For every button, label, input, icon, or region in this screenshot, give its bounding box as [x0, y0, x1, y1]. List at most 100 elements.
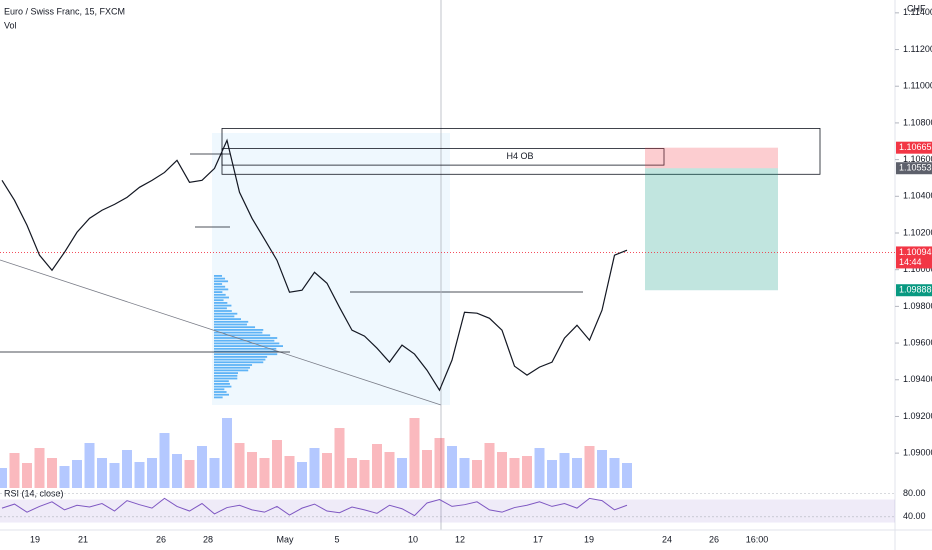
price-label: 1.10094	[899, 247, 932, 257]
volume-bar	[422, 450, 432, 488]
profile-bar	[214, 361, 264, 364]
profile-bar	[214, 285, 226, 288]
profile-bar	[214, 377, 238, 380]
x-tick-label: 21	[78, 534, 88, 544]
volume-bar	[72, 460, 82, 488]
y-tick-label: 1.09000	[903, 448, 932, 458]
volume-bar	[347, 458, 357, 488]
volume-bar	[497, 452, 507, 488]
volume-bar	[34, 448, 45, 488]
volume-bar	[622, 463, 632, 488]
volume-bar	[159, 433, 170, 488]
volume-bar	[447, 446, 457, 488]
profile-bar	[214, 380, 229, 383]
y-tick-label: 1.09200	[903, 411, 932, 421]
price-label-box	[896, 141, 932, 154]
price-label: 1.09888	[899, 285, 932, 295]
profile-bar	[214, 391, 227, 393]
volume-bar	[372, 444, 382, 488]
volume-bar	[134, 462, 145, 488]
volume-bar	[147, 458, 157, 488]
x-tick-label: 5	[334, 534, 339, 544]
x-tick-label: 28	[203, 534, 213, 544]
y-tick-label: 1.09400	[903, 374, 932, 384]
volume-bar	[247, 452, 257, 488]
x-tick-label: May	[276, 534, 294, 544]
profile-bar	[214, 302, 228, 304]
profile-bar	[214, 277, 226, 280]
profile-bar	[214, 312, 238, 315]
price-label: 1.10665	[899, 142, 932, 152]
volume-bar	[459, 458, 470, 488]
profile-bar	[214, 291, 223, 293]
profile-bar	[214, 372, 239, 374]
price-label-box	[896, 284, 932, 297]
profile-bar	[214, 342, 280, 345]
profile-bar	[214, 369, 249, 372]
profile-bar	[214, 307, 227, 310]
volume-title: Vol	[4, 20, 17, 30]
trend-line	[0, 259, 442, 406]
volume-bar	[597, 450, 607, 488]
volume-bar	[59, 466, 70, 488]
volume-bar	[322, 453, 332, 488]
profile-bar	[214, 383, 230, 385]
profile-bar	[214, 326, 256, 329]
volume-bar	[584, 446, 595, 488]
volume-bar	[272, 440, 282, 488]
profile-bar	[214, 293, 226, 296]
profile-bar	[214, 275, 223, 277]
x-tick-label: 26	[156, 534, 166, 544]
y-tick-label: 1.10400	[903, 191, 932, 201]
price-label-box	[896, 246, 932, 269]
volume-bar	[334, 428, 345, 488]
target-zone	[645, 168, 778, 291]
volume-bar	[522, 456, 532, 488]
rsi-tick-label: 40.00	[903, 511, 926, 521]
volume-bar	[97, 458, 107, 488]
volume-bar	[47, 458, 57, 488]
currency: CHF	[907, 3, 926, 13]
profile-bar	[214, 280, 229, 283]
stop-zone	[645, 147, 778, 169]
y-tick-label: 1.09600	[903, 337, 932, 347]
profile-bar	[214, 347, 277, 350]
volume-bar	[484, 443, 495, 488]
rsi-title: RSI (14, close)	[4, 488, 64, 498]
volume-bar	[609, 458, 620, 488]
volume-bar	[22, 463, 32, 488]
profile-bar	[214, 296, 230, 299]
profile-bar	[214, 356, 268, 358]
x-tick-label: 17	[533, 534, 543, 544]
y-tick-label: 1.10000	[903, 264, 932, 274]
y-tick-label: 1.11200	[903, 44, 932, 54]
y-tick-label: 1.10200	[903, 227, 932, 237]
x-tick-label: 16:00	[746, 534, 769, 544]
x-tick-label: 10	[408, 534, 418, 544]
x-tick-label: 19	[584, 534, 594, 544]
profile-bar	[214, 396, 223, 399]
y-tick-label: 1.10600	[903, 154, 932, 164]
profile-bar	[214, 334, 271, 337]
volume-bar	[509, 458, 520, 488]
profile-bar	[214, 393, 230, 396]
profile-bar	[214, 310, 232, 312]
volume-bar	[472, 460, 482, 488]
rsi-line	[1, 497, 628, 517]
profile-bar	[214, 337, 278, 339]
x-tick-label: 12	[455, 534, 465, 544]
volume-bar	[197, 446, 207, 488]
order-block-label: H4 OB	[506, 151, 533, 161]
order-block-inner	[221, 148, 665, 166]
profile-bar	[214, 304, 232, 307]
x-tick-label: 24	[662, 534, 672, 544]
profile-bar	[214, 358, 266, 361]
price-label-box	[896, 162, 932, 175]
y-tick-label: 1.11000	[903, 81, 932, 91]
profile-bar	[214, 388, 225, 391]
volume-bar	[309, 448, 320, 488]
profile-bar	[214, 353, 278, 356]
volume-bar	[122, 450, 132, 488]
price-label: 1.10553	[899, 163, 932, 173]
